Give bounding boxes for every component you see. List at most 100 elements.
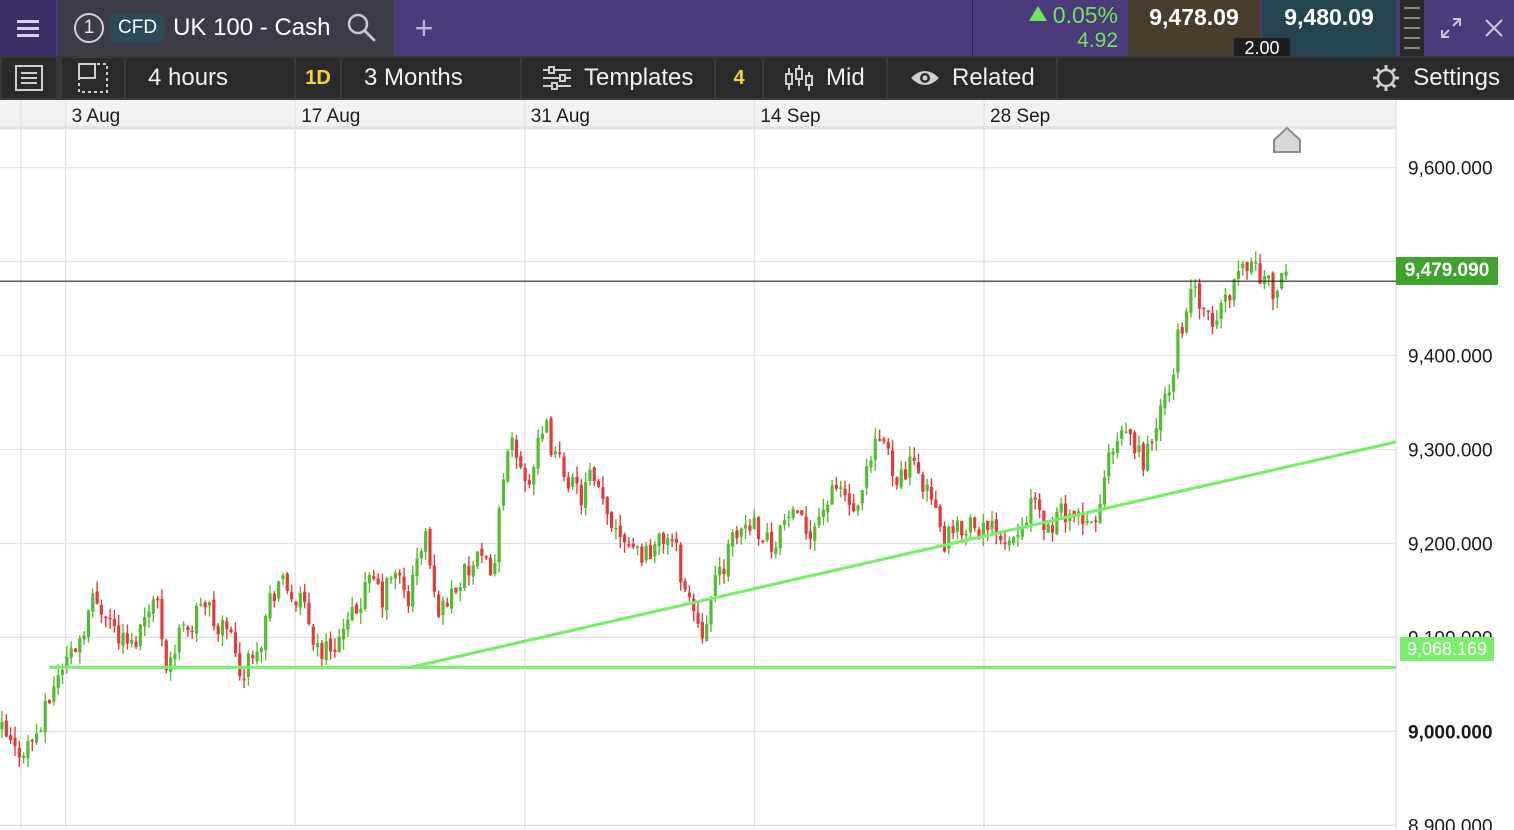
candle	[1193, 278, 1197, 298]
candle	[112, 609, 117, 633]
candle	[839, 480, 843, 498]
range-dropdown[interactable]: 3 Months	[342, 58, 520, 98]
candle	[899, 460, 903, 490]
candle	[186, 625, 190, 637]
candle	[251, 650, 255, 665]
price-chart[interactable]: 3 Aug 17 Aug 31 Aug 14 Sep 28 Sep 9,600.000 9…	[0, 100, 1514, 830]
candle	[17, 740, 21, 767]
indicator-count-badge[interactable]: 4	[716, 58, 762, 98]
candle	[39, 727, 43, 733]
menu-button[interactable]	[0, 0, 56, 56]
candle	[692, 593, 696, 622]
candle	[1154, 418, 1158, 451]
candle	[320, 640, 324, 670]
candle	[488, 554, 493, 576]
instrument-header: 1 CFD UK 100 - Cash + 0.05% 4.92 9,478.0…	[0, 0, 1514, 58]
candle	[1284, 263, 1288, 280]
candle	[143, 607, 147, 637]
candle	[56, 664, 60, 696]
candle	[65, 645, 69, 674]
candle	[571, 473, 575, 491]
candle	[1180, 322, 1184, 338]
candle	[653, 541, 657, 564]
candle	[177, 624, 181, 660]
change-absolute: 4.92	[1077, 29, 1118, 52]
candle	[1012, 536, 1016, 546]
expand-icon[interactable]	[1434, 0, 1468, 56]
candle	[532, 464, 536, 496]
candle	[363, 571, 367, 612]
candle	[605, 496, 609, 526]
candle	[800, 510, 804, 517]
candle	[99, 599, 104, 624]
candle	[264, 613, 268, 661]
candle	[311, 623, 315, 651]
candle	[1115, 432, 1119, 459]
drag-handle[interactable]	[1400, 0, 1424, 56]
candle	[739, 527, 743, 545]
candle	[95, 581, 99, 605]
interval-1d-button[interactable]: 1D	[296, 58, 340, 98]
candle	[1081, 502, 1085, 535]
candle	[1167, 384, 1171, 403]
templates-button[interactable]: Templates	[522, 58, 714, 98]
candle	[765, 523, 769, 543]
candle	[804, 506, 808, 540]
candle	[43, 693, 47, 743]
candle	[782, 513, 787, 531]
y-tick-label: 9,400.000	[1408, 347, 1493, 368]
interval-dropdown[interactable]: 4 hours	[126, 58, 294, 98]
price-type-dropdown[interactable]: Mid	[764, 58, 886, 98]
candle	[402, 567, 406, 599]
buy-price-button[interactable]: 9,480.09	[1262, 0, 1396, 56]
close-icon[interactable]	[1478, 0, 1510, 56]
candle	[865, 458, 869, 495]
candle	[674, 531, 679, 552]
candle	[290, 584, 294, 603]
layout-button[interactable]	[62, 58, 124, 98]
candle	[467, 556, 471, 586]
settings-button[interactable]: Settings	[1058, 58, 1514, 98]
x-tick-label: 14 Sep	[760, 106, 820, 127]
candle	[138, 623, 142, 651]
candle	[635, 545, 640, 556]
candle	[471, 560, 475, 585]
candle	[527, 473, 532, 489]
candle	[225, 617, 229, 640]
candle	[82, 631, 86, 645]
candle	[1189, 279, 1193, 318]
candle	[199, 597, 203, 607]
candle	[277, 580, 281, 602]
candle	[454, 587, 458, 595]
level-price-tag: 9,068.169	[1400, 637, 1494, 661]
search-icon[interactable]	[346, 12, 376, 42]
related-button[interactable]: Related	[888, 58, 1056, 98]
up-arrow-icon	[1028, 6, 1047, 21]
candle	[700, 612, 704, 644]
x-tick-label: 3 Aug	[72, 106, 121, 127]
candle	[203, 600, 207, 616]
candle	[774, 541, 778, 559]
candle	[34, 723, 39, 745]
candle	[160, 589, 164, 647]
home-icon[interactable]	[1272, 126, 1302, 154]
candle	[294, 600, 298, 612]
add-tab-button[interactable]: +	[406, 0, 442, 56]
instrument-tab[interactable]: 1 CFD UK 100 - Cash	[58, 0, 394, 56]
candle	[173, 644, 177, 670]
related-label: Related	[952, 64, 1035, 91]
chart-canvas[interactable]: 3 Aug 17 Aug 31 Aug 14 Sep 28 Sep 9,600.000 9…	[0, 100, 1514, 830]
candle	[1219, 299, 1223, 329]
candle	[679, 542, 683, 591]
y-tick-label: 9,300.000	[1408, 440, 1493, 461]
candle	[752, 509, 756, 530]
candle	[955, 516, 960, 540]
candle	[536, 429, 540, 476]
candle	[1085, 513, 1089, 526]
candle	[886, 437, 890, 456]
price-change: 0.05% 4.92	[972, 0, 1126, 56]
candle	[303, 583, 307, 609]
candle	[380, 573, 385, 618]
candle	[0, 711, 4, 739]
list-button[interactable]	[2, 58, 56, 98]
